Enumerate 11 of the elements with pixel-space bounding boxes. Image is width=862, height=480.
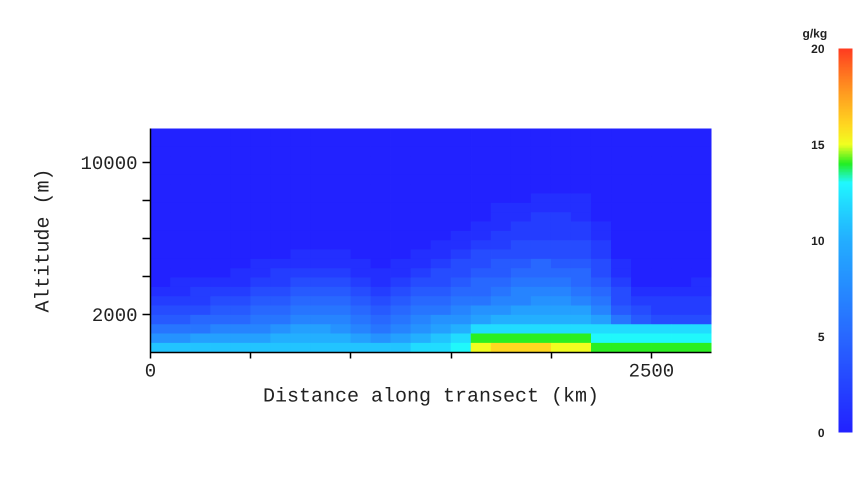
color-bar-label: 20 [811, 42, 825, 56]
color-bar-label: 5 [818, 330, 825, 344]
y-tick-label: 10000 [80, 153, 138, 176]
x-tick-label: 2500 [628, 360, 674, 382]
y-tick-label: 2000 [92, 305, 138, 328]
color-bar-label: 0 [818, 426, 825, 440]
color-bar-title: g/kg [802, 26, 828, 40]
color-bar-label: 15 [811, 138, 825, 152]
x-axis-title: Distance along transect (km) [262, 386, 600, 408]
y-axis-title: Altitude (m) [32, 168, 56, 313]
color-bar-label: 10 [811, 234, 825, 248]
